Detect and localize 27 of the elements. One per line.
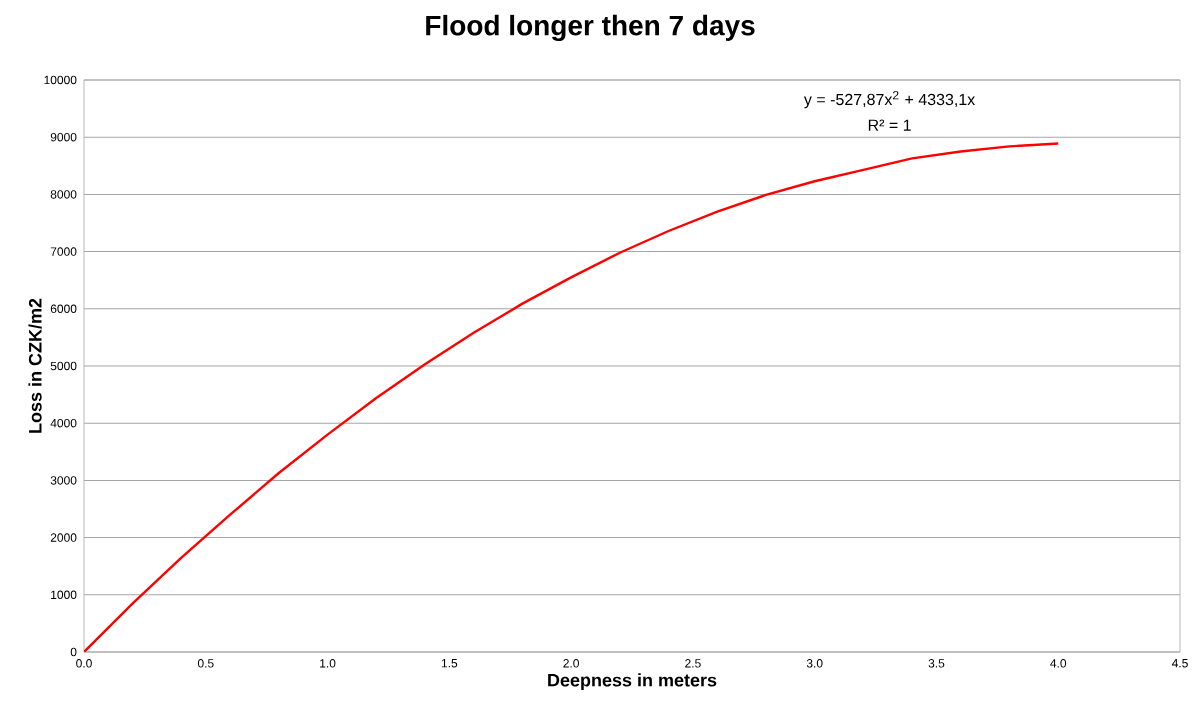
x-tick-label: 4.5 (1171, 659, 1188, 668)
y-tick-label: 5000 (50, 361, 77, 371)
x-tick-label: 3.0 (806, 659, 823, 668)
annotation: y = -527,87x$^{2}$ + 4333,1x (803, 90, 976, 109)
y-tick-label: 2000 (50, 533, 77, 542)
x-tick-label: 4.0 (1050, 659, 1067, 668)
y-tick-label: 10000 (44, 75, 77, 85)
y-tick-label: 4000 (50, 418, 77, 428)
x-tick-label: 0.5 (197, 659, 214, 668)
x-tick-label: 0.0 (76, 659, 92, 668)
y-tick-label: 7000 (50, 247, 77, 256)
y-tick-label: 8000 (50, 190, 77, 199)
y-axis-title: Loss in CZK/m2 (28, 298, 42, 433)
x-tick-label: 1.0 (320, 659, 336, 668)
y-tick-label: 3000 (50, 476, 77, 485)
line-series (84, 142, 1060, 652)
x-tick-label: 2.0 (563, 659, 579, 668)
annotation: R² = 1 (868, 119, 911, 131)
y-tick-label: 1000 (51, 590, 77, 600)
y-tick-label: 6000 (50, 304, 77, 314)
y-tick-label: 0 (70, 647, 77, 657)
x-tick-label: 2.5 (685, 659, 701, 668)
y-tick-label: 9000 (50, 132, 77, 142)
x-axis-title: Deepness in meters (548, 673, 717, 691)
x-tick-label: 3.5 (928, 659, 945, 668)
chart-title: Flood longer then 7 days (426, 14, 755, 42)
x-tick-label: 1.5 (441, 659, 458, 668)
